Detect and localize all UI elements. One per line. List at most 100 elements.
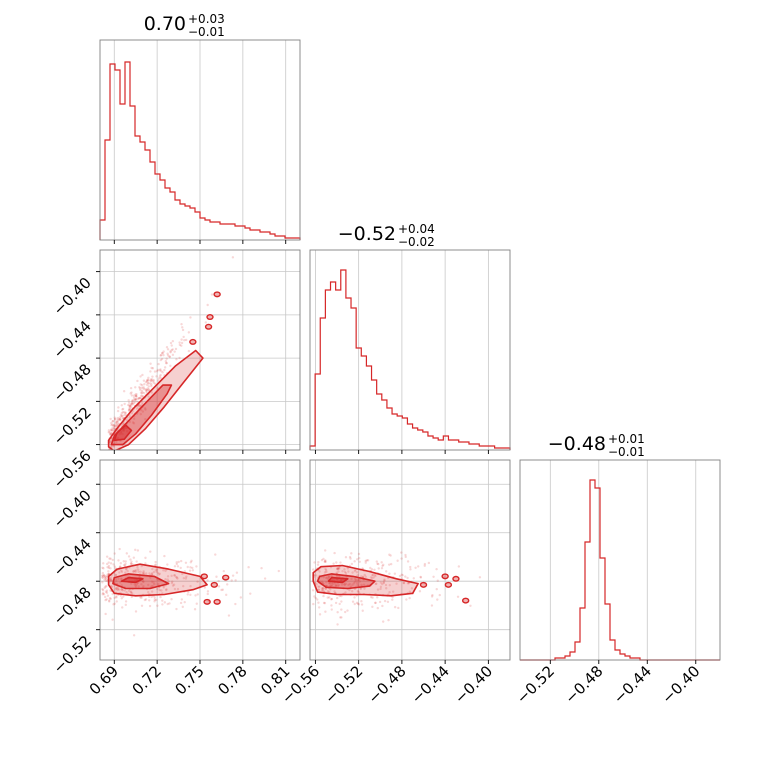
- density-contour-island: [189, 338, 197, 345]
- sample-point: [339, 616, 342, 619]
- density-contour: [113, 424, 133, 442]
- sample-point: [114, 418, 117, 421]
- sample-point: [103, 574, 106, 577]
- sample-point: [206, 303, 209, 307]
- sample-point: [388, 572, 391, 575]
- sample-point: [379, 581, 383, 584]
- sample-point: [144, 388, 148, 391]
- sample-point: [343, 570, 347, 574]
- sample-point: [115, 420, 119, 424]
- sample-point: [326, 578, 330, 581]
- sample-point: [327, 581, 331, 585]
- sample-point: [108, 432, 112, 436]
- sample-point: [138, 386, 141, 389]
- sample-point: [131, 421, 135, 424]
- sample-point: [376, 596, 379, 599]
- sample-point: [130, 406, 133, 409]
- sample-point: [109, 417, 112, 421]
- sample-point: [147, 591, 150, 594]
- sample-point: [146, 381, 149, 385]
- sample-point: [133, 583, 136, 586]
- sample-point: [159, 595, 162, 599]
- sample-point: [157, 583, 160, 586]
- sample-point: [109, 444, 113, 448]
- sample-point: [356, 558, 359, 561]
- sample-point: [348, 582, 351, 586]
- sample-point: [161, 351, 164, 355]
- sample-point: [384, 587, 388, 590]
- sample-point: [260, 566, 263, 570]
- sample-point: [124, 603, 128, 607]
- sample-point: [110, 428, 113, 432]
- sample-point: [141, 394, 144, 398]
- sample-point: [400, 573, 403, 576]
- sample-point: [160, 370, 163, 373]
- sample-point: [193, 608, 197, 611]
- sample-point: [130, 394, 134, 397]
- sample-point: [397, 606, 400, 610]
- sample-point: [175, 575, 178, 579]
- sample-point: [133, 569, 136, 573]
- sample-point: [221, 588, 224, 591]
- sample-point: [337, 566, 340, 570]
- sample-point: [380, 566, 384, 570]
- y-tick-label: −0.52: [50, 403, 95, 448]
- sample-point: [169, 350, 172, 353]
- sample-point: [162, 569, 165, 572]
- sample-point: [160, 357, 164, 361]
- sample-point: [111, 419, 115, 423]
- sample-point: [124, 571, 127, 574]
- sample-point: [130, 595, 133, 599]
- sample-point: [318, 585, 321, 588]
- sample-point: [180, 322, 183, 326]
- sample-point: [336, 584, 340, 588]
- sample-point: [231, 256, 235, 259]
- sample-point: [101, 574, 104, 577]
- x-tick-label: −0.40: [451, 662, 496, 707]
- sample-point: [122, 422, 125, 425]
- y-tick-label: −0.44: [50, 317, 95, 362]
- sample-point: [118, 418, 122, 421]
- density-contour-island: [213, 598, 221, 605]
- sample-point: [130, 591, 134, 595]
- sample-point: [135, 392, 138, 396]
- sample-point: [163, 368, 166, 372]
- sample-point: [172, 583, 176, 586]
- sample-point: [104, 598, 107, 602]
- sample-point: [346, 609, 349, 612]
- sample-point: [181, 572, 184, 576]
- sample-point: [111, 592, 114, 596]
- sample-point: [114, 424, 118, 428]
- density-contour-island: [213, 291, 221, 298]
- sample-point: [137, 397, 141, 400]
- sample-point: [330, 584, 333, 588]
- sample-point: [371, 574, 374, 577]
- sample-point: [337, 583, 341, 587]
- sample-point: [222, 569, 225, 573]
- sample-point: [186, 565, 189, 569]
- sample-point: [116, 416, 119, 420]
- sample-point: [360, 603, 364, 606]
- sample-point: [142, 580, 145, 584]
- sample-point: [120, 414, 124, 417]
- sample-point: [169, 364, 172, 368]
- sample-point: [134, 398, 138, 401]
- sample-point: [127, 401, 131, 405]
- sample-point: [109, 597, 112, 601]
- sample-point: [130, 560, 133, 563]
- sample-point: [112, 423, 116, 427]
- sample-point: [113, 596, 116, 600]
- sample-point: [138, 396, 142, 400]
- sample-point: [158, 375, 162, 378]
- sample-point: [165, 361, 168, 365]
- scatter-points: [101, 547, 280, 637]
- density-contour-island: [441, 573, 449, 580]
- sample-point: [456, 595, 460, 599]
- sample-point: [157, 362, 160, 366]
- x-tick-label: 0.69: [86, 662, 122, 698]
- sample-point: [120, 577, 123, 580]
- sample-point: [165, 345, 169, 349]
- sample-point: [134, 610, 138, 613]
- sample-point: [101, 589, 105, 592]
- sample-point: [191, 566, 194, 570]
